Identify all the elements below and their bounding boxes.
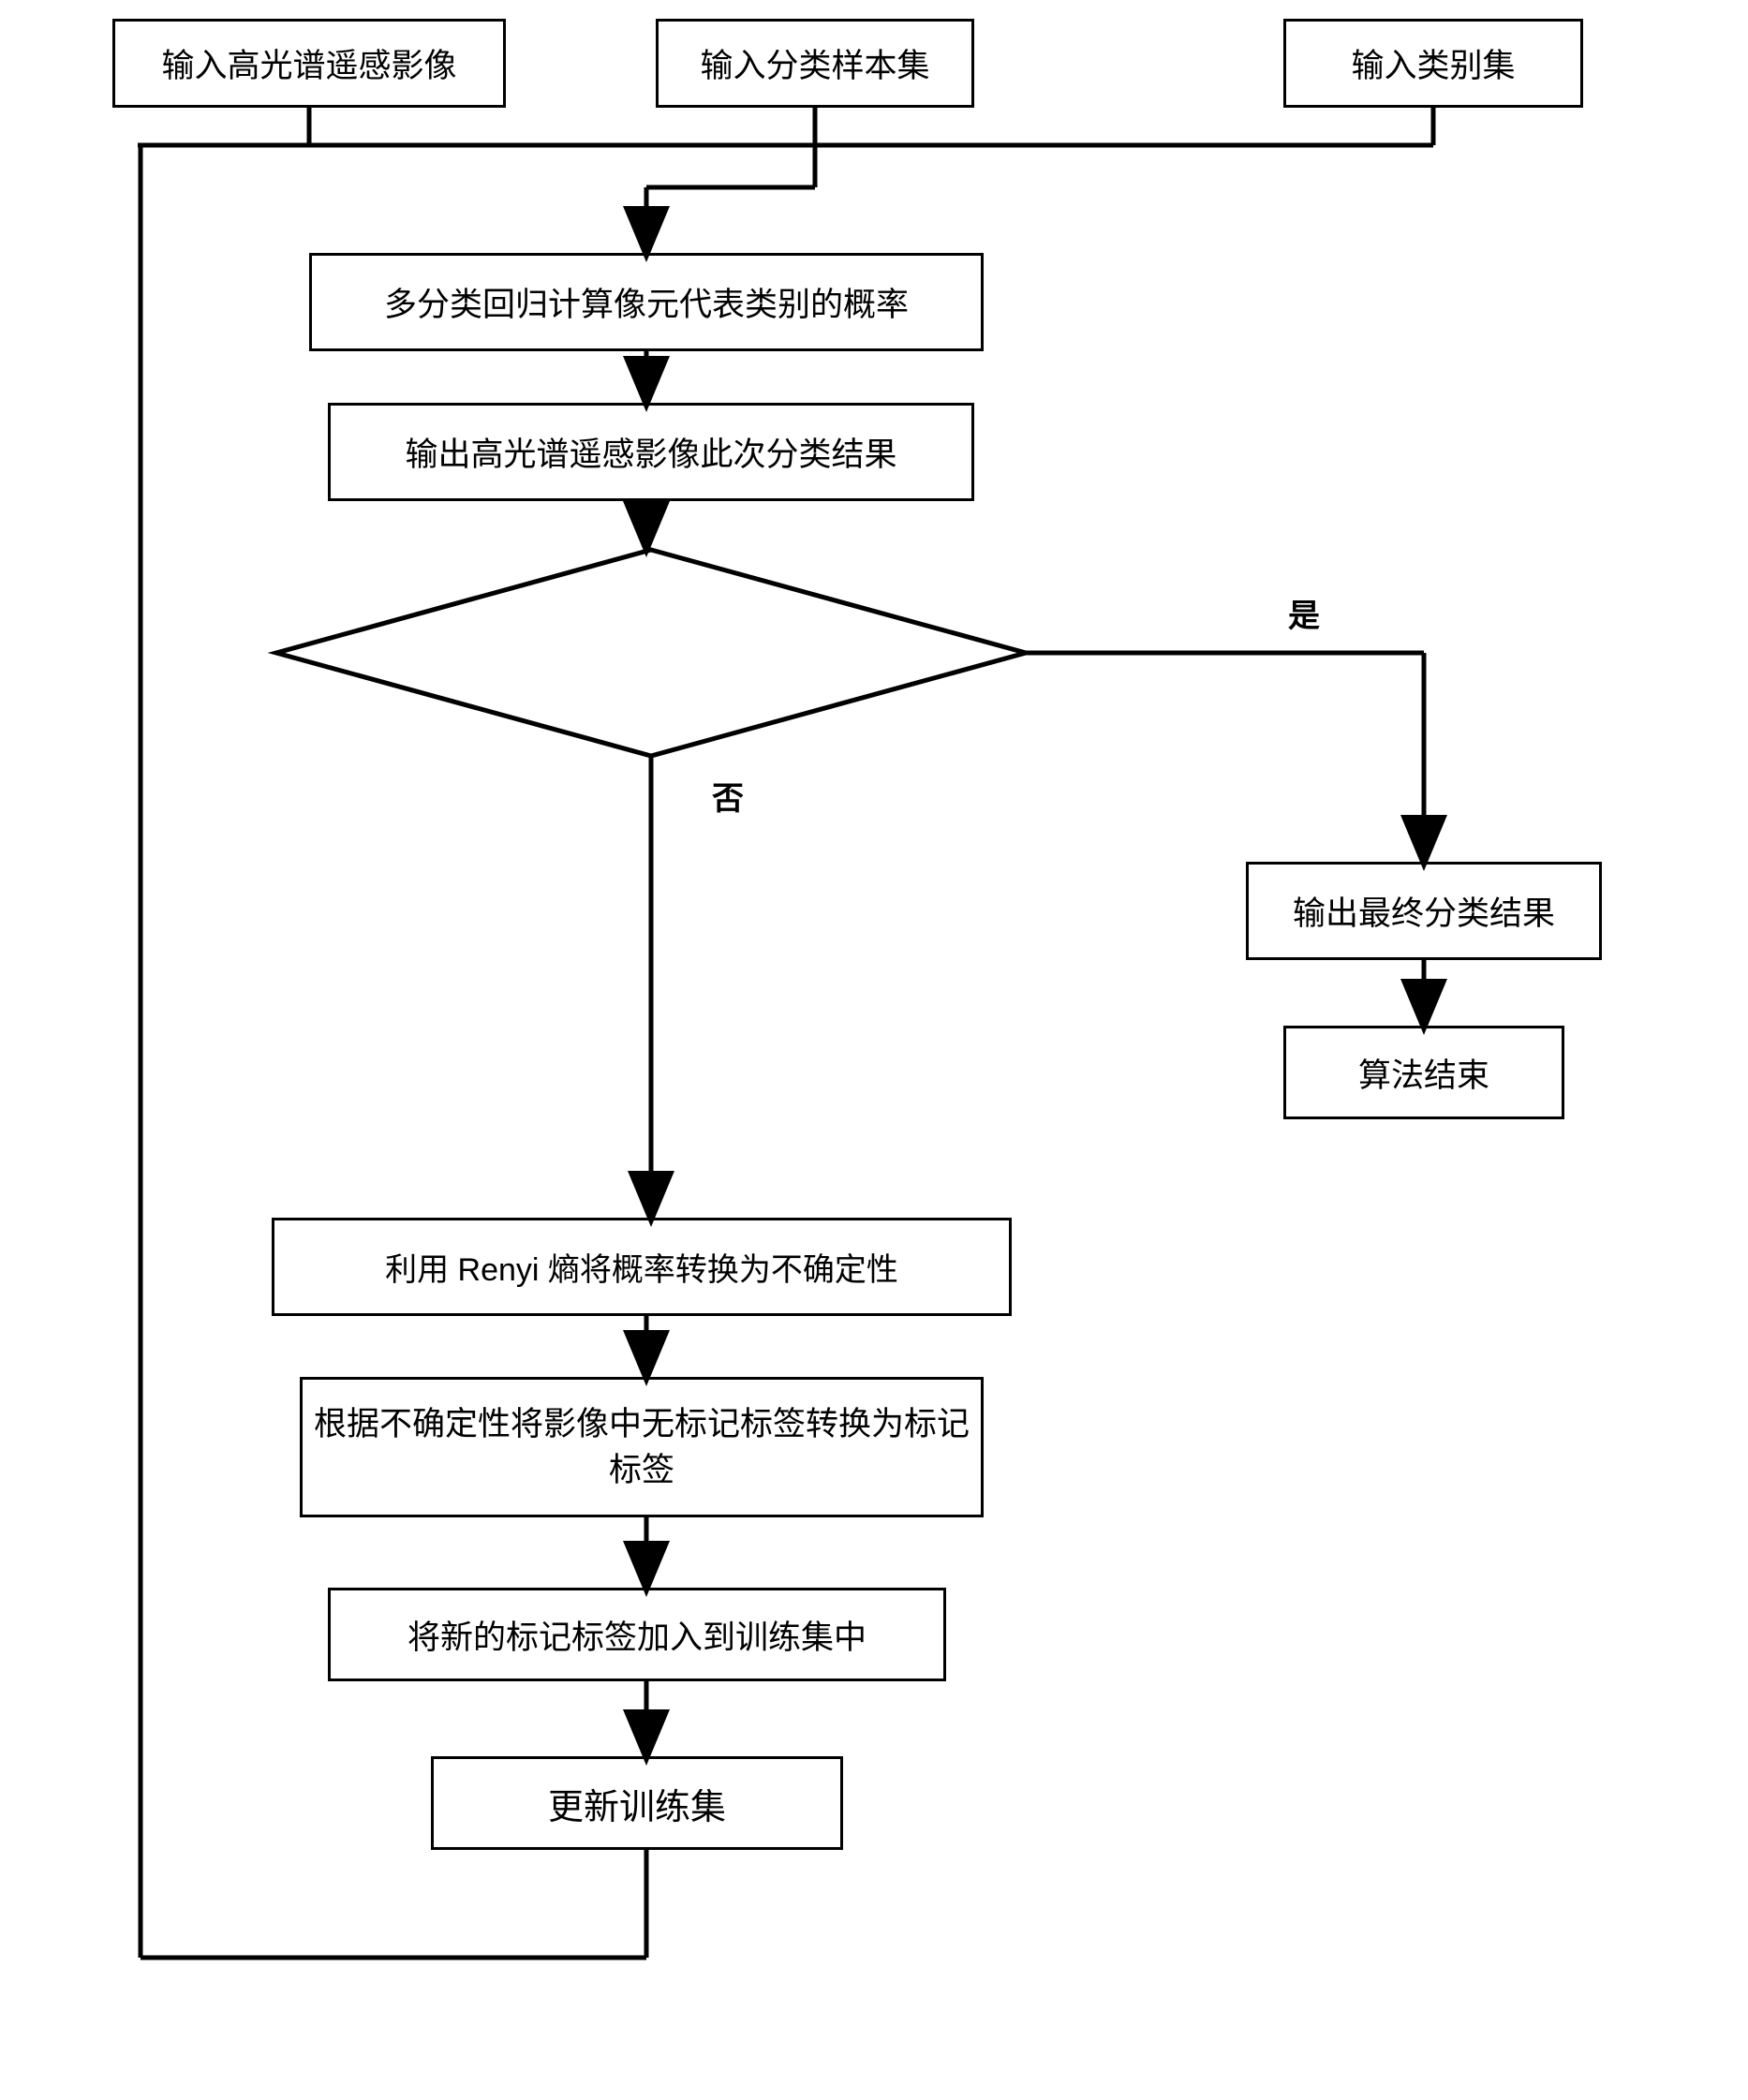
box-text: 多分类回归计算像元代表类别的概率: [384, 278, 909, 326]
box-text: 更新训练集: [548, 1778, 726, 1829]
decision-stable: 分类结果是否稳定: [487, 628, 815, 679]
box-text: 输出高光谱遥感影像此次分类结果: [405, 428, 896, 476]
decision-text: 分类结果是否稳定: [524, 630, 778, 676]
label-no: 否: [712, 773, 744, 819]
box-text: 输入类别集: [1351, 39, 1515, 87]
label-text: 否: [712, 781, 744, 817]
box-text: 输入分类样本集: [700, 39, 929, 87]
step-renyi-entropy: 利用 Renyi 熵将概率转换为不确定性: [272, 1218, 1012, 1316]
step-add-training: 将新的标记标签加入到训练集中: [328, 1588, 946, 1681]
label-text: 是: [1288, 599, 1320, 634]
box-text: 根据不确定性将影像中无标记标签转换为标记标签: [312, 1401, 971, 1493]
input-class-set: 输入类别集: [1283, 19, 1583, 108]
algo-end: 算法结束: [1283, 1026, 1564, 1119]
box-text: 输出最终分类结果: [1293, 887, 1555, 935]
input-sample-set: 输入分类样本集: [656, 19, 974, 108]
output-final: 输出最终分类结果: [1246, 862, 1602, 960]
label-yes: 是: [1288, 590, 1320, 636]
box-text: 输入高光谱遥感影像: [161, 39, 456, 87]
step-output-classification: 输出高光谱遥感影像此次分类结果: [328, 403, 974, 501]
input-hyperspectral-image: 输入高光谱遥感影像: [112, 19, 506, 108]
step-update-training: 更新训练集: [431, 1756, 843, 1850]
box-text: 将新的标记标签加入到训练集中: [407, 1611, 867, 1659]
box-text: 算法结束: [1358, 1049, 1489, 1097]
box-text: 利用 Renyi 熵将概率转换为不确定性: [385, 1244, 898, 1290]
step-convert-labels: 根据不确定性将影像中无标记标签转换为标记标签: [300, 1377, 984, 1517]
step-regression: 多分类回归计算像元代表类别的概率: [309, 253, 984, 351]
